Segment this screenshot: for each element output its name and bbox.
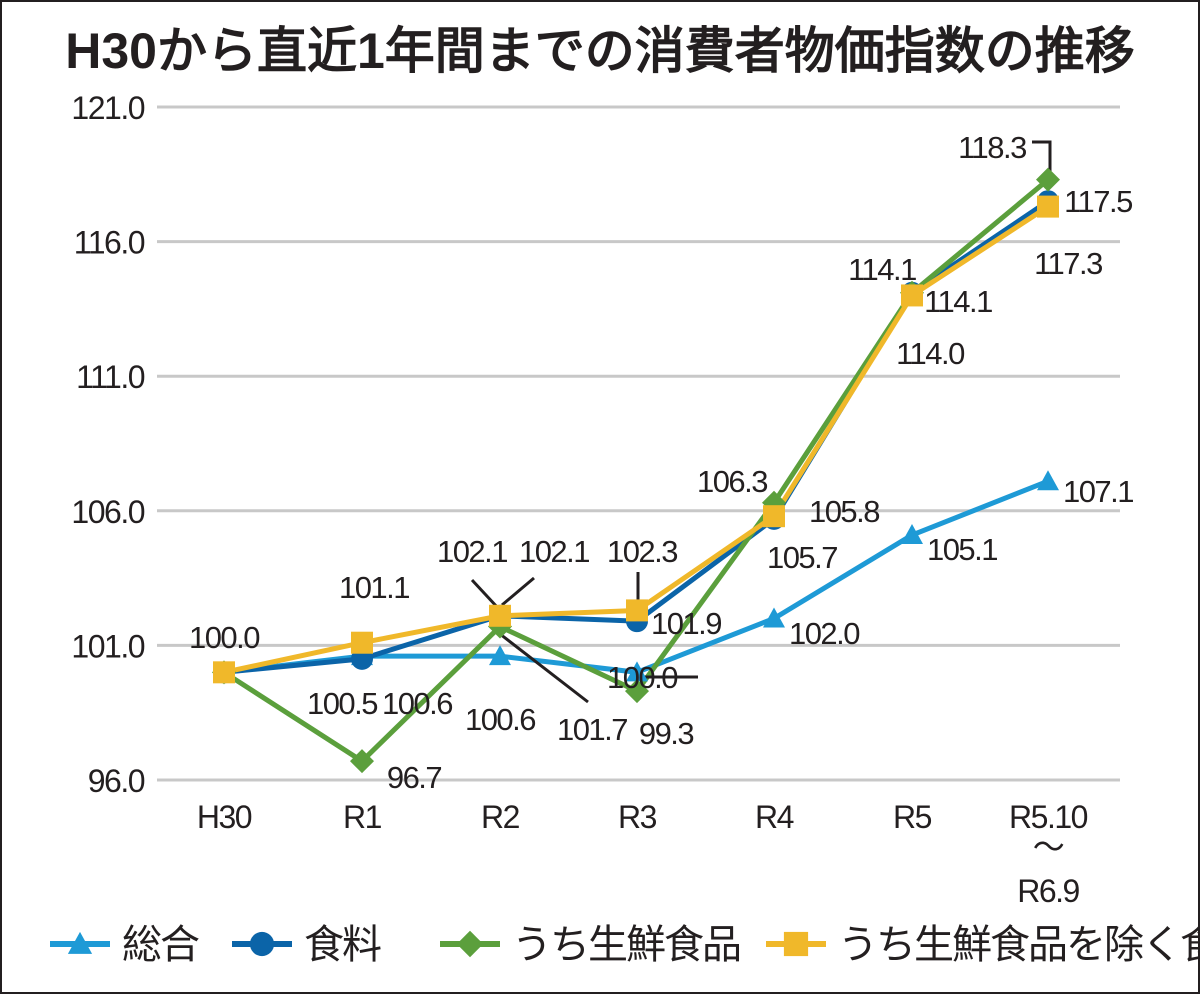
data-label: 100.0 (189, 620, 260, 655)
square-marker (783, 931, 809, 957)
diamond-marker (625, 679, 649, 704)
data-label: 117.5 (1064, 184, 1132, 219)
diamond-marker (456, 930, 484, 958)
x-tick-label: R3 (618, 799, 657, 835)
y-tick-label: 111.0 (76, 359, 145, 395)
data-label: 106.3 (697, 464, 767, 499)
y-tick-label: 116.0 (74, 225, 145, 261)
data-label: 105.8 (809, 494, 879, 529)
data-label: 102.0 (789, 616, 860, 651)
triangle-marker (489, 645, 511, 666)
x-tick-label: 〜 (1033, 829, 1064, 865)
x-tick-label: R1 (343, 799, 382, 835)
circle-marker (249, 931, 275, 957)
square-marker (489, 604, 511, 627)
square-marker (213, 661, 235, 684)
triangle-marker (67, 931, 93, 954)
y-tick-label: 96.0 (88, 763, 145, 799)
triangle-marker (763, 607, 785, 628)
leader-line (499, 632, 589, 704)
data-label: 102.1 (519, 534, 589, 569)
x-tick-label: R5 (893, 799, 932, 835)
data-label: 105.1 (927, 532, 997, 567)
legend-item: うち生鮮食品を除く食料 (766, 923, 1198, 967)
data-label: 118.3 (958, 130, 1026, 165)
data-label: 100.5 (307, 686, 377, 721)
square-marker (351, 631, 373, 654)
data-label: 101.7 (557, 712, 627, 747)
data-label: 100.6 (465, 702, 535, 737)
triangle-marker (901, 524, 923, 545)
data-label: 114.1 (924, 284, 992, 319)
legend-item: うち生鮮食品 (440, 923, 742, 967)
y-tick-label: 121.0 (71, 90, 144, 126)
x-tick-label: H30 (197, 799, 252, 835)
legend-label: 食料 (304, 923, 381, 967)
data-label: 102.3 (607, 534, 677, 569)
data-label: 100.6 (382, 686, 452, 721)
square-marker (626, 599, 648, 622)
diamond-marker (1036, 167, 1060, 192)
square-marker (1037, 195, 1059, 218)
square-marker (763, 505, 785, 528)
legend-item: 食料 (232, 923, 383, 967)
data-label: 107.1 (1063, 474, 1133, 509)
legend-item: 総合 (50, 923, 201, 967)
legend-label: うち生鮮食品を除く食料 (838, 923, 1198, 967)
x-tick-label: R5.10 (1009, 799, 1088, 835)
data-label: 100.0 (607, 660, 678, 695)
leader-line (501, 576, 535, 607)
data-label: 105.7 (767, 540, 837, 575)
diamond-marker (350, 749, 374, 774)
data-label: 117.3 (1034, 246, 1102, 281)
data-label: 101.1 (339, 570, 409, 605)
x-tick-label: R4 (755, 799, 794, 835)
data-label: 96.7 (387, 760, 442, 795)
legend-label: うち生鮮食品 (512, 923, 740, 967)
leader-line (470, 578, 500, 610)
legend-label: 総合 (122, 923, 199, 967)
data-label: 102.1 (437, 534, 507, 569)
x-tick-label: R2 (481, 799, 520, 835)
y-tick-label: 101.0 (71, 628, 144, 664)
leader-line (1032, 140, 1052, 178)
triangle-marker (1037, 470, 1059, 491)
chart-title: H30から直近1年間までの消費者物価指数の推移 (65, 23, 1135, 79)
data-label: 99.3 (639, 716, 694, 751)
data-label: 114.1 (848, 252, 916, 287)
x-tick-label: R6.9 (1017, 873, 1079, 909)
y-tick-label: 106.0 (71, 494, 144, 530)
triangle-marker (626, 661, 648, 682)
square-marker (901, 284, 923, 307)
data-label: 101.9 (651, 606, 721, 641)
data-label: 114.0 (896, 336, 965, 371)
